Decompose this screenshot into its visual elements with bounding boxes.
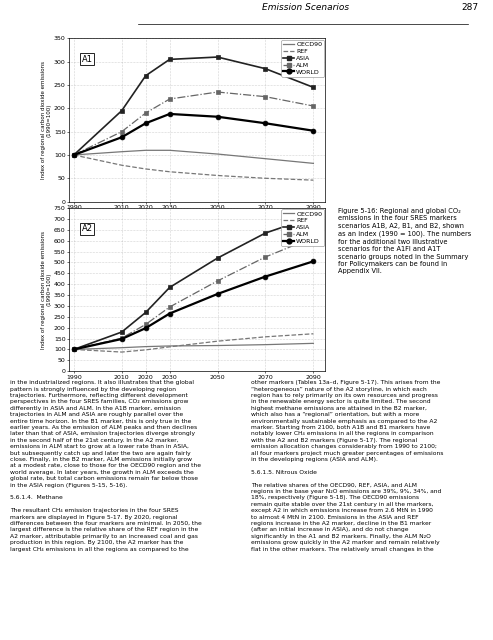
- Legend: OECD90, REF, ASIA, ALM, WORLD: OECD90, REF, ASIA, ALM, WORLD: [281, 40, 324, 77]
- Text: other markers (Tables 13a–d, Figure 5-17). This arises from the
“heterogeneous” : other markers (Tables 13a–d, Figure 5-17…: [251, 380, 444, 552]
- Text: A1: A1: [81, 55, 93, 64]
- Text: in the industrialized regions. It also illustrates that the global
pattern is st: in the industrialized regions. It also i…: [10, 380, 202, 552]
- Text: Emission Scenarios: Emission Scenarios: [262, 3, 349, 12]
- Text: Figure 5-16: Regional and global CO₂
emissions in the four SRES markers
scenario: Figure 5-16: Regional and global CO₂ emi…: [338, 208, 471, 275]
- Y-axis label: Index of regional carbon dioxide emissions
(1990=100): Index of regional carbon dioxide emissio…: [41, 230, 52, 349]
- Text: 287: 287: [461, 3, 478, 12]
- Legend: OECD90, REF, ASIA, ALM, WORLD: OECD90, REF, ASIA, ALM, WORLD: [281, 209, 324, 246]
- Y-axis label: Index of regional carbon dioxide emissions
(1990=100): Index of regional carbon dioxide emissio…: [41, 61, 52, 179]
- Text: A2: A2: [81, 224, 93, 234]
